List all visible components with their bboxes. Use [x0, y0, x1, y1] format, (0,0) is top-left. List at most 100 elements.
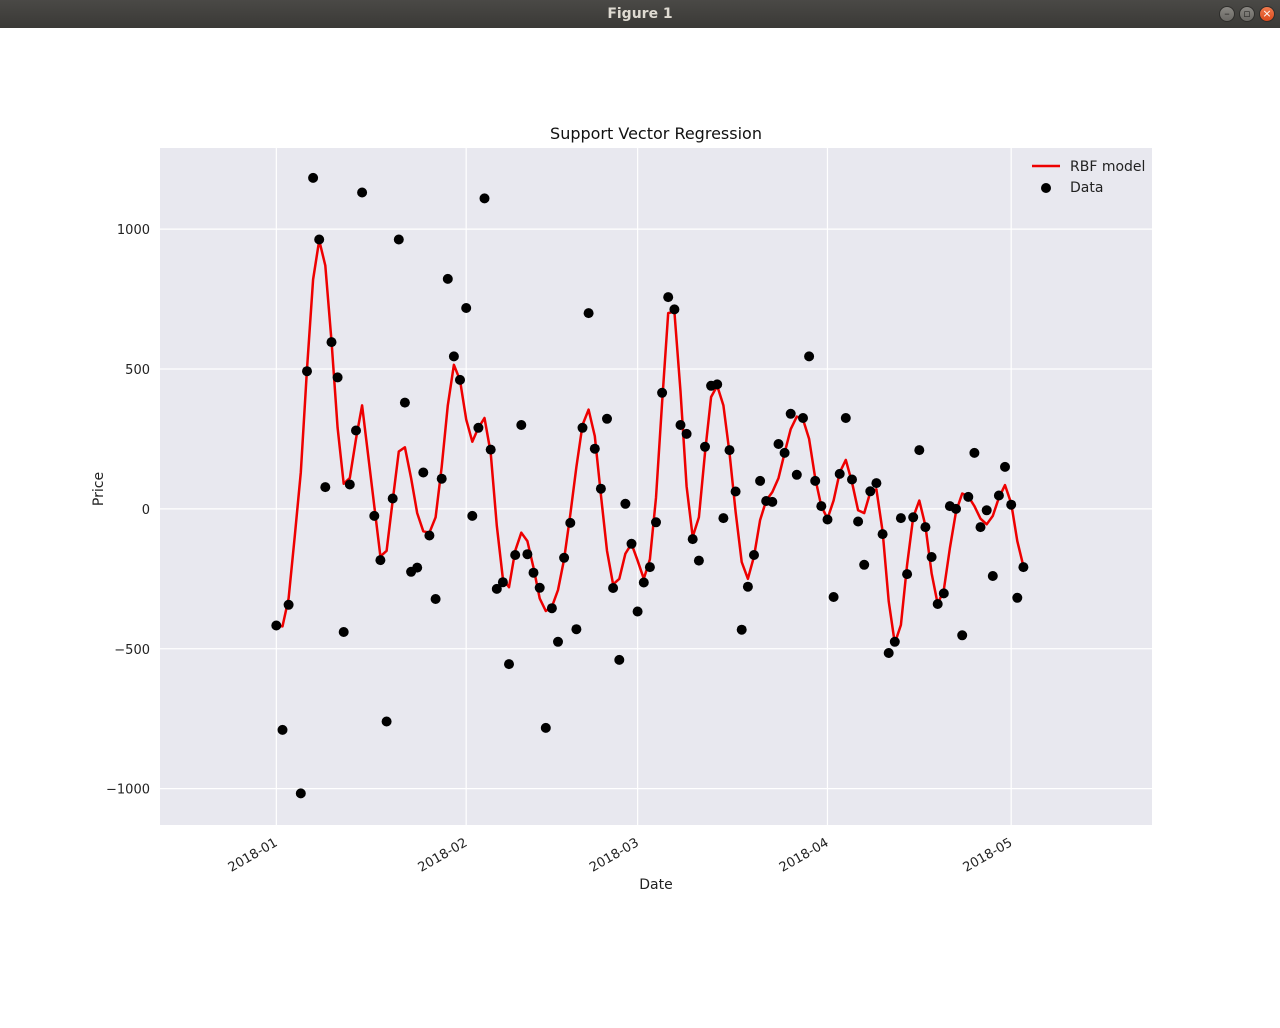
data-point [926, 552, 937, 562]
data-point [700, 441, 710, 452]
data-point [473, 422, 484, 433]
close-icon[interactable]: × [1259, 6, 1275, 22]
data-point [889, 636, 900, 647]
data-point [308, 172, 319, 183]
data-point [736, 624, 747, 635]
data-point [608, 583, 619, 593]
x-tick-label: 2018-04 [777, 835, 832, 875]
data-point [589, 443, 600, 454]
y-axis-label: Price [91, 472, 107, 506]
rbf-model-layer [276, 239, 1025, 645]
data-point [271, 620, 282, 631]
data-point [344, 479, 355, 490]
data-point [816, 501, 827, 512]
data-point [571, 624, 582, 635]
data-point [951, 503, 961, 514]
data-points-layer [271, 172, 1029, 799]
data-point [528, 567, 539, 578]
data-point [902, 569, 913, 580]
x-tick-label: 2018-01 [226, 835, 281, 875]
data-point [1006, 499, 1017, 510]
data-point [448, 351, 459, 362]
data-point [822, 514, 833, 525]
data-point [853, 516, 864, 527]
data-point [387, 493, 398, 504]
data-point [595, 483, 606, 494]
data-point [491, 583, 502, 594]
data-point [767, 496, 778, 507]
data-point [461, 303, 472, 313]
data-point [332, 372, 343, 383]
data-point [883, 648, 894, 658]
x-tick-label: 2018-05 [961, 835, 1016, 875]
maximize-icon[interactable]: ▫ [1239, 6, 1255, 22]
data-point [675, 420, 686, 430]
data-point [638, 577, 649, 588]
data-point [522, 549, 533, 560]
legend: RBF model Data [1032, 159, 1145, 196]
data-point [895, 513, 906, 524]
data-point [785, 408, 796, 419]
data-point [602, 413, 612, 424]
data-point [577, 422, 588, 433]
data-point [810, 475, 821, 486]
data-point [497, 577, 508, 588]
x-tick-label: 2018-02 [416, 835, 471, 875]
data-point [840, 413, 851, 423]
data-point [534, 582, 545, 593]
data-point [755, 475, 766, 486]
window-title: Figure 1 [607, 6, 673, 22]
data-point [877, 529, 888, 540]
data-point [442, 273, 453, 284]
data-point [1012, 592, 1023, 603]
data-point [791, 469, 802, 480]
y-tick-label: −1000 [106, 783, 150, 798]
data-point [847, 474, 857, 485]
rbf-model-line [276, 239, 1025, 645]
data-point [908, 512, 919, 523]
figure-canvas: 2018-01 2018-02 2018-03 2018-04 2018-05 1000 5… [0, 28, 1280, 1024]
data-point [418, 467, 429, 478]
data-point [963, 491, 974, 502]
data-point [969, 447, 980, 458]
data-point [455, 374, 465, 385]
data-point [749, 550, 759, 560]
data-point [859, 559, 870, 570]
data-point [314, 234, 325, 245]
data-point [920, 522, 931, 533]
window-titlebar[interactable]: Figure 1 – ▫ × [0, 0, 1280, 28]
data-point [914, 445, 925, 456]
data-point [804, 351, 815, 362]
data-point [871, 478, 882, 489]
data-point [467, 510, 478, 521]
data-point [399, 397, 410, 408]
data-point [693, 555, 704, 566]
x-axis-label: Date [639, 877, 672, 893]
data-point [651, 517, 661, 528]
data-point [375, 555, 386, 566]
data-point [565, 517, 576, 528]
data-point [516, 420, 527, 430]
data-point [510, 550, 521, 560]
data-point [663, 292, 674, 303]
data-point [436, 473, 447, 484]
legend-label-rbf-model: RBF model [1070, 159, 1145, 175]
data-point [326, 337, 337, 348]
data-point [320, 482, 331, 493]
data-point [957, 630, 968, 641]
data-point [620, 498, 631, 509]
data-point [742, 581, 753, 592]
data-point [302, 366, 312, 377]
minimize-icon[interactable]: – [1219, 6, 1235, 22]
data-point [553, 636, 563, 647]
data-point [724, 445, 735, 456]
data-point [338, 627, 349, 637]
data-point [681, 428, 692, 439]
data-point [424, 530, 435, 541]
legend-label-data: Data [1070, 180, 1103, 196]
data-point [546, 603, 557, 614]
data-point [369, 510, 380, 521]
legend-point-swatch [1041, 183, 1051, 193]
data-point [351, 425, 361, 436]
data-point [430, 594, 441, 604]
